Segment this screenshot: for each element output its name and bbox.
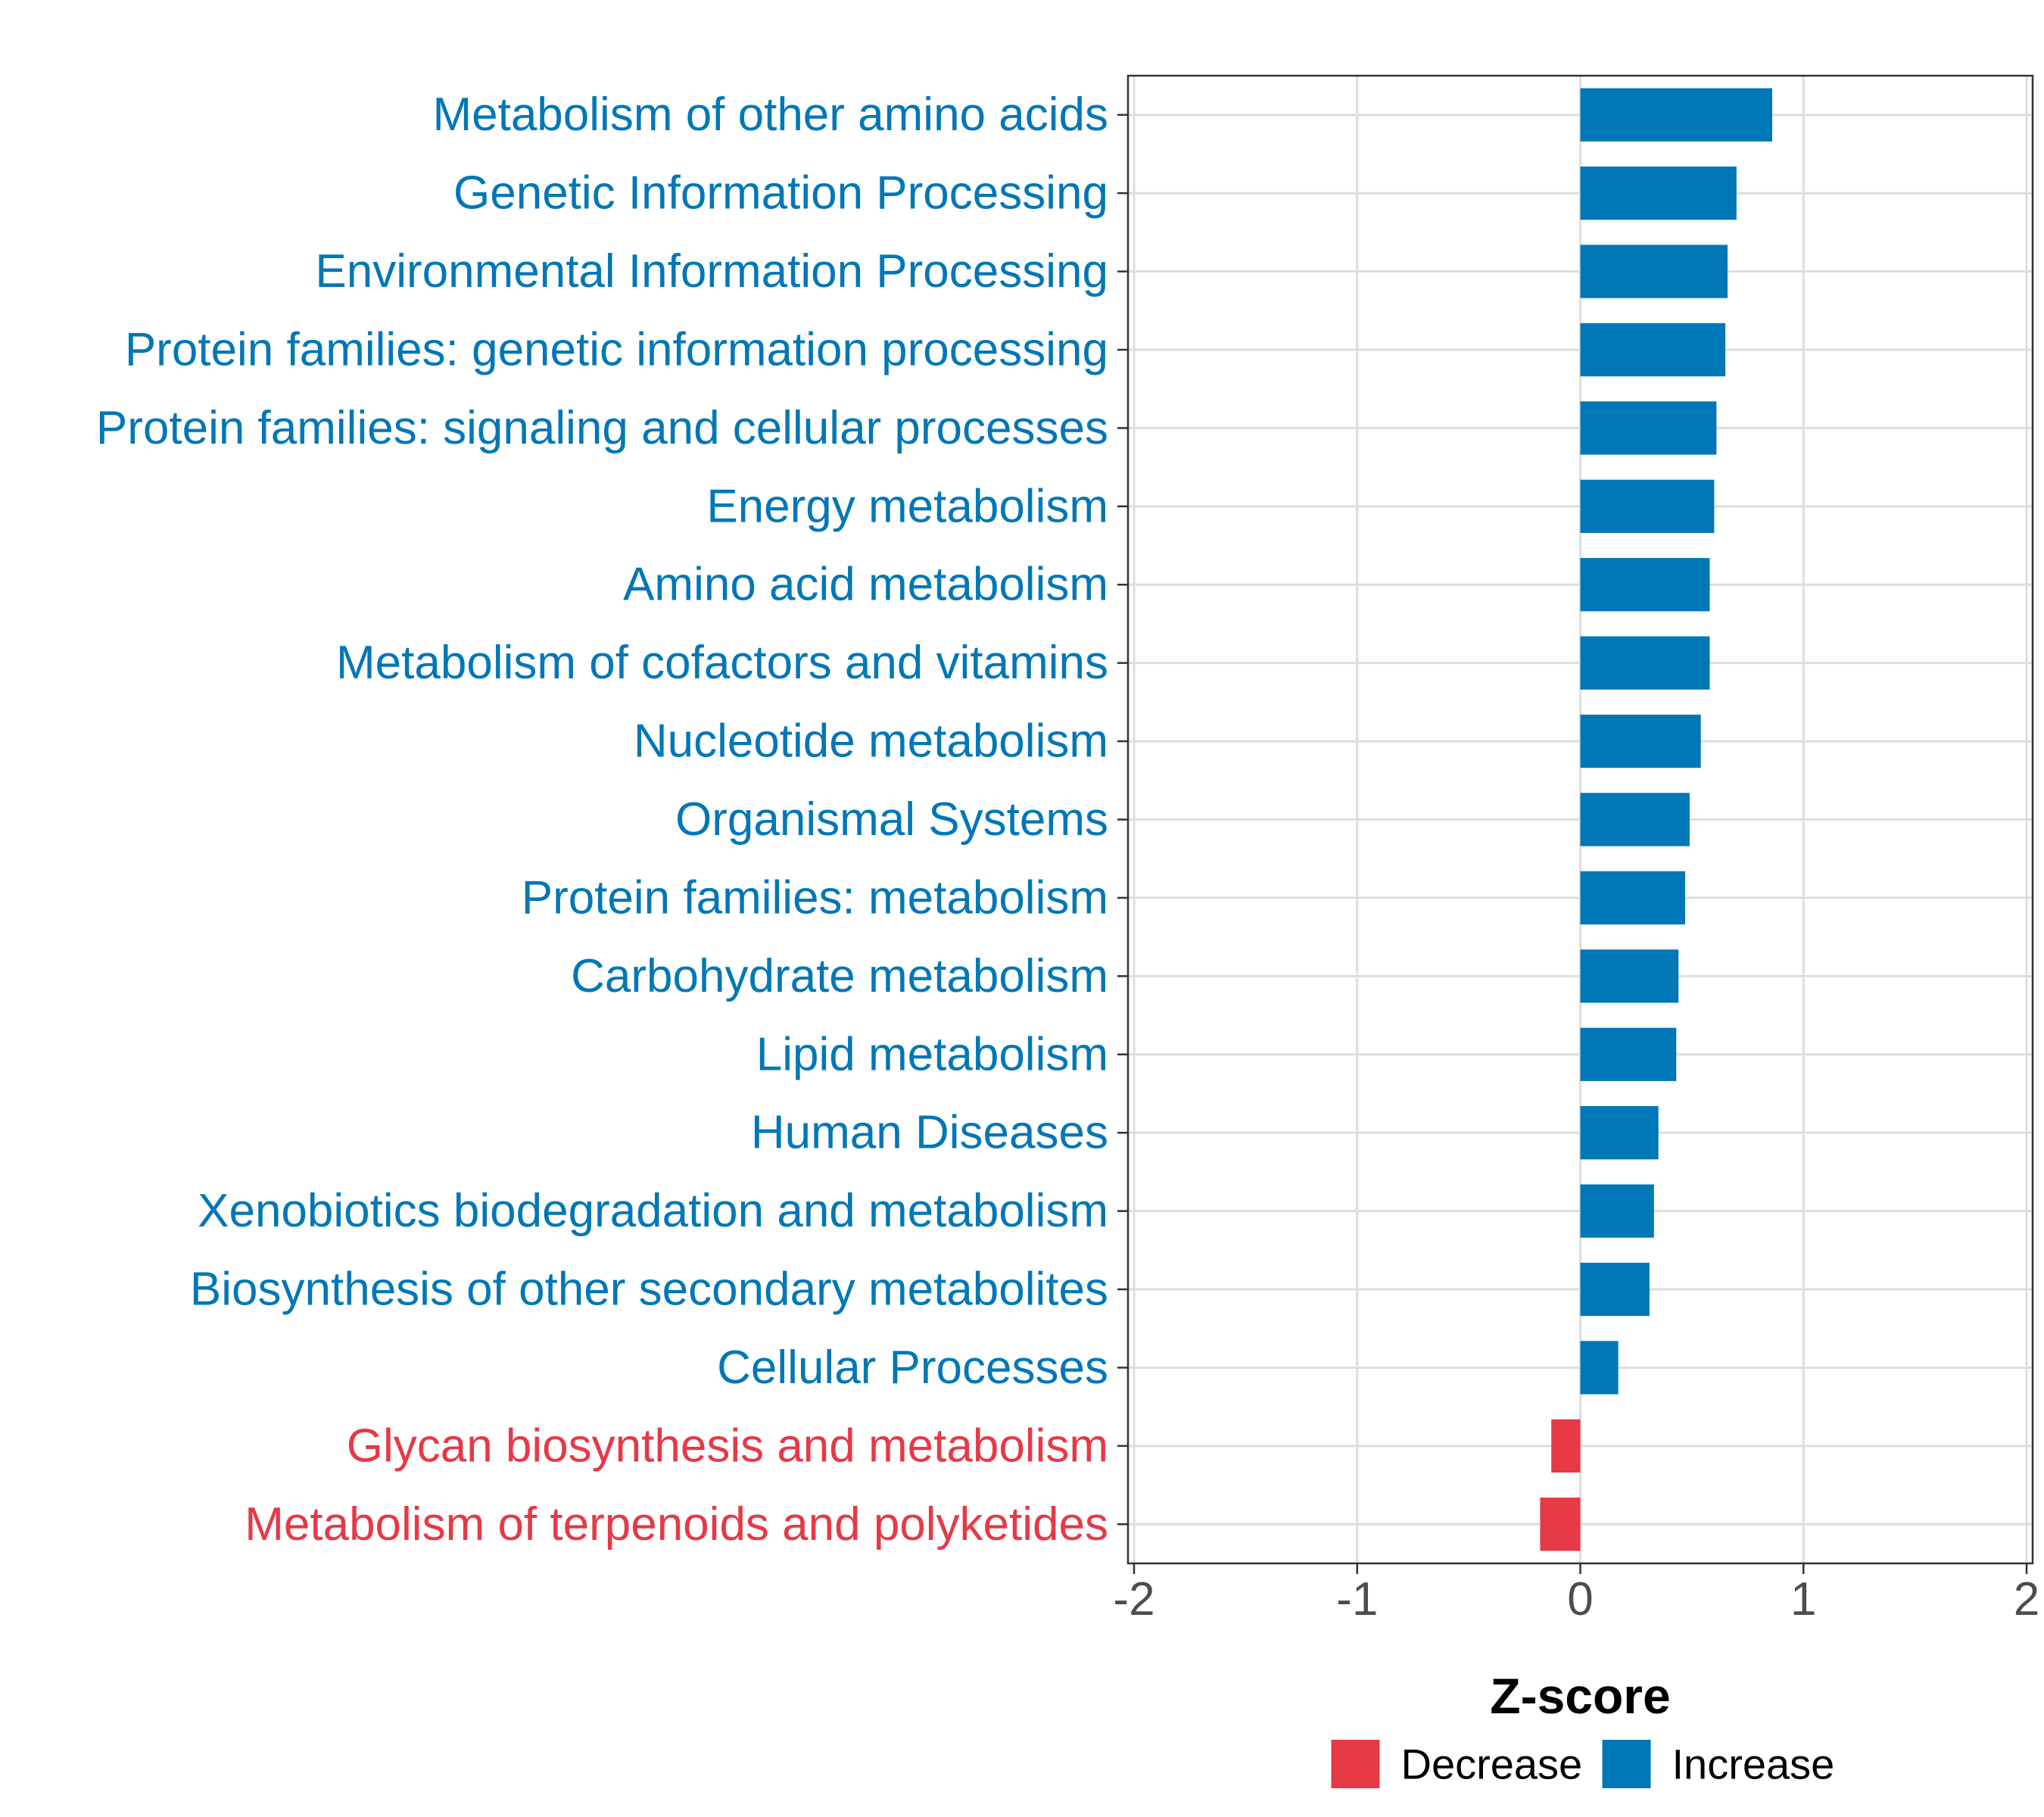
x-tick-label: -1 <box>1336 1573 1378 1625</box>
bar <box>1580 1184 1654 1238</box>
y-tick-label: Glycan biosynthesis and metabolism <box>347 1420 1108 1472</box>
y-tick-label: Lipid metabolism <box>756 1028 1108 1080</box>
legend-swatch <box>1331 1740 1380 1788</box>
y-tick-label: Protein families: metabolism <box>522 871 1108 924</box>
legend-swatch <box>1602 1740 1651 1788</box>
bar <box>1580 949 1679 1003</box>
bar <box>1580 166 1737 220</box>
bar <box>1580 401 1717 455</box>
y-tick-label: Cellular Processes <box>717 1342 1108 1394</box>
x-tick-label: 2 <box>2014 1573 2039 1625</box>
bar <box>1580 871 1686 925</box>
bar <box>1580 1262 1650 1317</box>
bar <box>1580 714 1701 768</box>
y-tick-label: Carbohydrate metabolism <box>571 950 1108 1002</box>
y-tick-label: Biosynthesis of other secondary metaboli… <box>190 1264 1108 1316</box>
bar <box>1580 558 1710 612</box>
legend: Decrease Increase <box>1331 1740 1835 1788</box>
y-tick-label: Organismal Systems <box>675 793 1108 846</box>
x-axis-title: Z-score <box>1490 1668 1670 1724</box>
legend-label: Decrease <box>1401 1741 1583 1788</box>
bar <box>1540 1498 1581 1551</box>
bar <box>1580 1027 1677 1081</box>
y-axis-ticks <box>1117 114 1128 1526</box>
y-tick-label: Metabolism of cofactors and vitamins <box>336 637 1108 689</box>
y-tick-label: Environmental Information Processing <box>315 245 1108 298</box>
bar <box>1580 479 1715 533</box>
y-tick-label: Nucleotide metabolism <box>634 715 1108 768</box>
y-axis-labels: Metabolism of other amino acids Genetic I… <box>96 89 1108 1551</box>
x-tick-label: 0 <box>1567 1573 1593 1625</box>
bar <box>1580 88 1772 142</box>
x-tick-label: 1 <box>1790 1573 1816 1625</box>
y-tick-label: Genetic Information Processing <box>453 167 1108 220</box>
y-tick-label: Protein families: signaling and cellular… <box>96 402 1108 454</box>
y-tick-label: Metabolism of other amino acids <box>432 89 1108 141</box>
bars <box>1540 88 1772 1551</box>
y-tick-label: Xenobiotics biodegradation and metabolis… <box>198 1185 1108 1237</box>
legend-label: Increase <box>1672 1741 1835 1788</box>
x-axis-ticks: -2 -1 0 1 2 <box>1113 1563 2039 1625</box>
y-tick-label: Amino acid metabolism <box>623 559 1108 611</box>
bar <box>1580 323 1726 377</box>
y-tick-label: Human Diseases <box>751 1107 1108 1159</box>
bar <box>1551 1419 1581 1473</box>
bar <box>1580 245 1728 298</box>
bar <box>1580 1341 1619 1395</box>
y-tick-label: Protein families: genetic information pr… <box>125 323 1108 376</box>
bar <box>1580 1106 1659 1160</box>
bar <box>1580 793 1690 846</box>
y-tick-label: Energy metabolism <box>706 480 1108 532</box>
y-tick-label: Metabolism of terpenoids and polyketides <box>245 1498 1108 1551</box>
bar <box>1580 636 1710 690</box>
x-tick-label: -2 <box>1113 1573 1154 1625</box>
